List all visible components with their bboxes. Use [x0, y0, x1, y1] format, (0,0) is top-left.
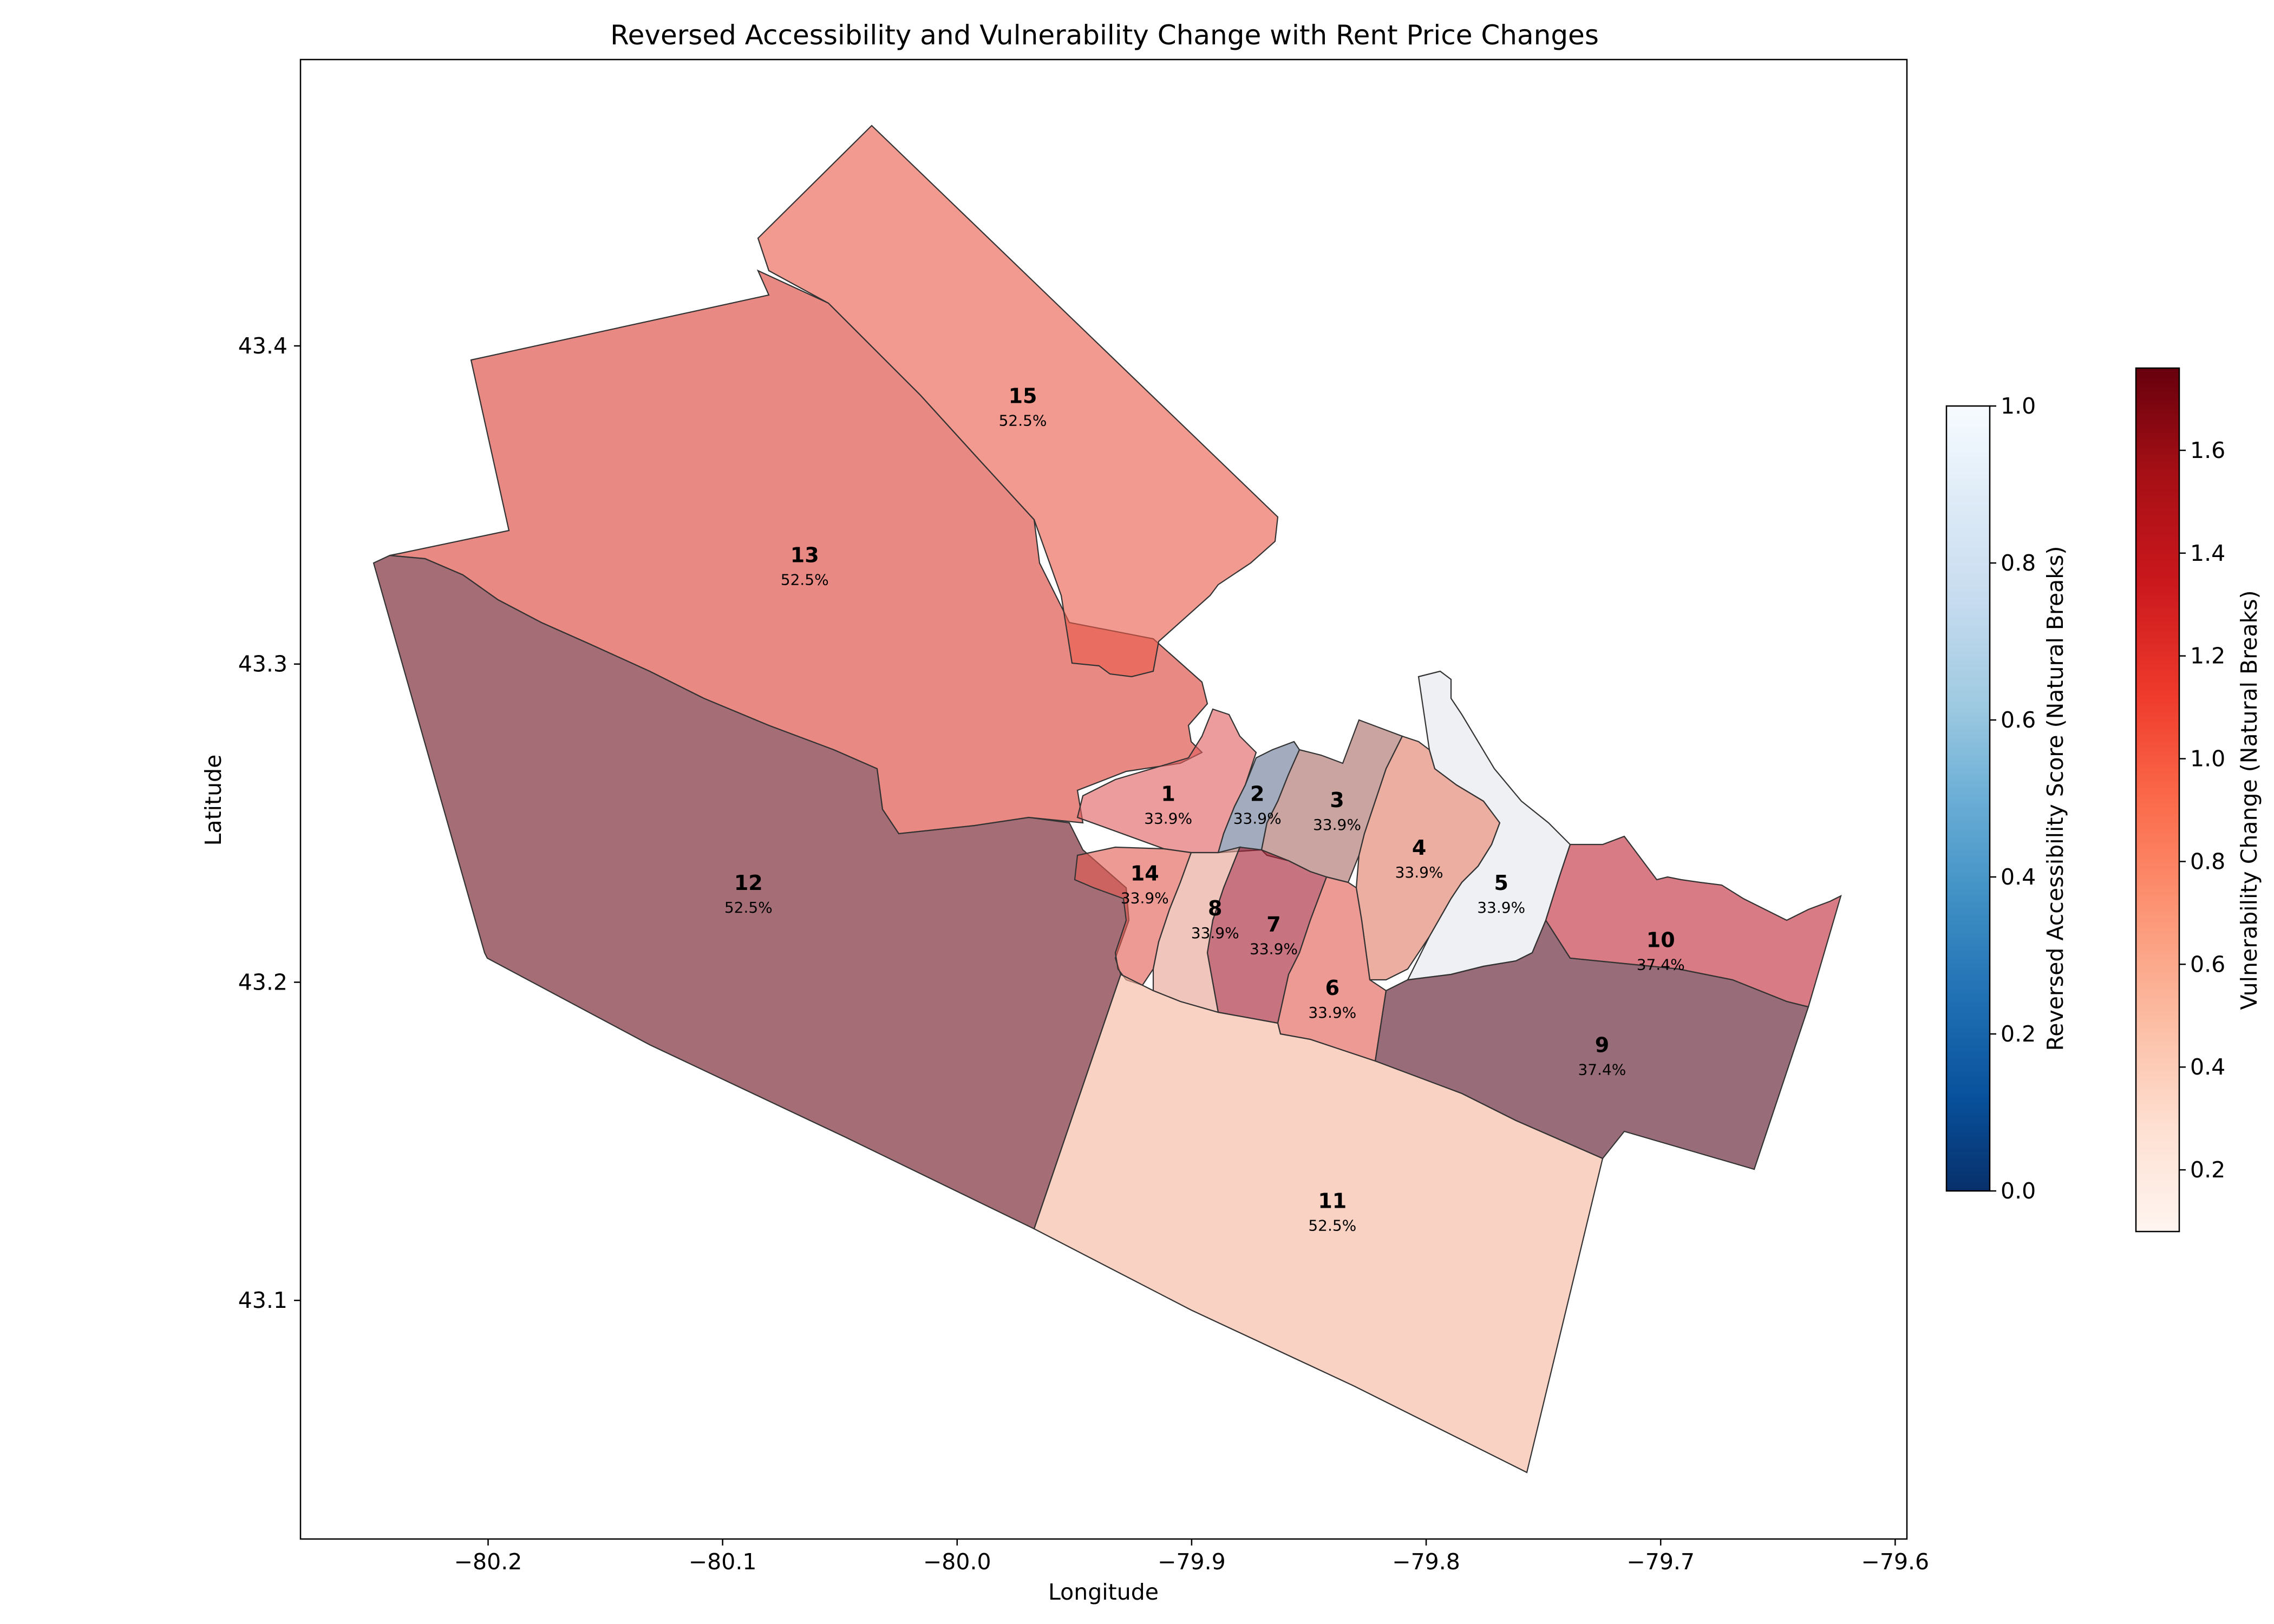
region-7-pct-label: 33.9% — [1250, 940, 1298, 958]
colorbar-tick-label: 0.0 — [2001, 1178, 2036, 1204]
region-6-id-label: 6 — [1325, 976, 1339, 1000]
colorbar-tick-label: 0.2 — [2190, 1157, 2225, 1183]
x-tick-label: −79.7 — [1626, 1549, 1695, 1575]
region-11-id-label: 11 — [1318, 1189, 1347, 1213]
y-tick-label: 43.1 — [238, 1287, 287, 1313]
region-10-id-label: 10 — [1646, 928, 1675, 952]
region-3-id-label: 3 — [1330, 788, 1344, 812]
region-14-pct-label: 33.9% — [1121, 889, 1169, 907]
map-regions — [373, 125, 1842, 1474]
region-9-id-label: 9 — [1595, 1033, 1609, 1057]
x-axis-label: Longitude — [1048, 1579, 1159, 1605]
region-2-id-label: 2 — [1250, 782, 1264, 806]
region-15[interactable] — [757, 125, 1279, 678]
colorbar-tick-label: 1.0 — [2001, 393, 2036, 419]
y-axis-label: Latitude — [200, 755, 226, 846]
colorbar-tick-label: 0.8 — [2190, 848, 2225, 874]
colorbar-tick-label: 0.8 — [2001, 550, 2036, 576]
region-11[interactable] — [1033, 973, 1604, 1474]
region-13-id-label: 13 — [790, 543, 819, 567]
x-tick-label: −80.1 — [689, 1549, 757, 1575]
y-tick-label: 43.3 — [238, 651, 287, 677]
x-tick-label: −80.2 — [454, 1549, 522, 1575]
vulnerability-colorbar-label: Vulnerability Change (Natural Breaks) — [2236, 590, 2262, 1010]
x-tick-label: −79.9 — [1158, 1549, 1226, 1575]
y-axis: 43.1 43.2 43.3 43.4 — [238, 333, 300, 1313]
vulnerability-colorbar-ticks: 0.2 0.4 0.6 0.8 1.0 1.2 1.4 1.6 — [2179, 437, 2225, 1183]
colorbar-tick-label: 1.2 — [2190, 643, 2225, 669]
region-9-pct-label: 37.4% — [1578, 1061, 1626, 1079]
x-axis: −80.2 −80.1 −80.0 −79.9 −79.8 −79.7 −79.6 — [454, 1539, 1929, 1575]
region-8-pct-label: 33.9% — [1191, 924, 1239, 942]
region-5-pct-label: 33.9% — [1477, 899, 1525, 916]
region-12-pct-label: 52.5% — [724, 899, 773, 916]
region-labels: 1 33.9% 2 33.9% 3 33.9% 4 33.9% 5 33.9% 6 33.9% 7 33.… — [724, 384, 1685, 1235]
colorbar-tick-label: 0.2 — [2001, 1021, 2036, 1047]
region-3-pct-label: 33.9% — [1313, 816, 1361, 834]
y-tick-label: 43.2 — [238, 969, 287, 995]
region-1-pct-label: 33.9% — [1144, 809, 1192, 827]
region-8-id-label: 8 — [1208, 896, 1222, 920]
colorbar-tick-label: 1.0 — [2190, 746, 2225, 772]
accessibility-colorbar-gradient — [1945, 405, 1991, 1192]
colorbar-tick-label: 0.4 — [2001, 864, 2036, 890]
region-1-id-label: 1 — [1161, 782, 1175, 806]
region-6-pct-label: 33.9% — [1308, 1004, 1356, 1021]
colorbar-tick-label: 0.6 — [2190, 951, 2225, 977]
region-7-id-label: 7 — [1266, 912, 1280, 936]
region-15-id-label: 15 — [1009, 384, 1037, 408]
vulnerability-colorbar: 0.2 0.4 0.6 0.8 1.0 1.2 1.4 1.6 Vulnerability C… — [2135, 367, 2262, 1233]
y-tick-label: 43.4 — [238, 333, 287, 359]
region-5-id-label: 5 — [1494, 871, 1508, 895]
accessibility-colorbar-ticks: 0.0 0.2 0.4 0.6 0.8 1.0 — [1990, 393, 2036, 1204]
axes-frame — [299, 58, 1908, 1540]
region-2-pct-label: 33.9% — [1233, 809, 1282, 827]
region-12-id-label: 12 — [734, 871, 763, 895]
accessibility-colorbar-label: Reversed Accessibility Score (Natural Br… — [2042, 546, 2068, 1051]
colorbar-tick-label: 1.4 — [2190, 540, 2225, 566]
accessibility-colorbar: 0.0 0.2 0.4 0.6 0.8 1.0 Reversed Accessibilit… — [1945, 393, 2068, 1204]
region-3[interactable] — [1260, 719, 1403, 883]
x-tick-label: −80.0 — [923, 1549, 991, 1575]
vulnerability-colorbar-gradient — [2135, 367, 2180, 1233]
region-14-id-label: 14 — [1131, 861, 1159, 885]
colorbar-tick-label: 0.4 — [2190, 1054, 2225, 1080]
region-10-pct-label: 37.4% — [1637, 956, 1685, 974]
region-4-pct-label: 33.9% — [1395, 863, 1443, 881]
x-tick-label: −79.6 — [1861, 1549, 1930, 1575]
colorbar-tick-label: 0.6 — [2001, 707, 2036, 733]
region-15-pct-label: 52.5% — [999, 412, 1047, 430]
region-11-pct-label: 52.5% — [1308, 1217, 1356, 1235]
colorbar-tick-label: 1.6 — [2190, 437, 2225, 463]
region-4-id-label: 4 — [1412, 836, 1426, 860]
region-13-pct-label: 52.5% — [781, 571, 829, 589]
x-tick-label: −79.8 — [1392, 1549, 1460, 1575]
chart-title: Reversed Accessibility and Vulnerability… — [610, 19, 1599, 51]
